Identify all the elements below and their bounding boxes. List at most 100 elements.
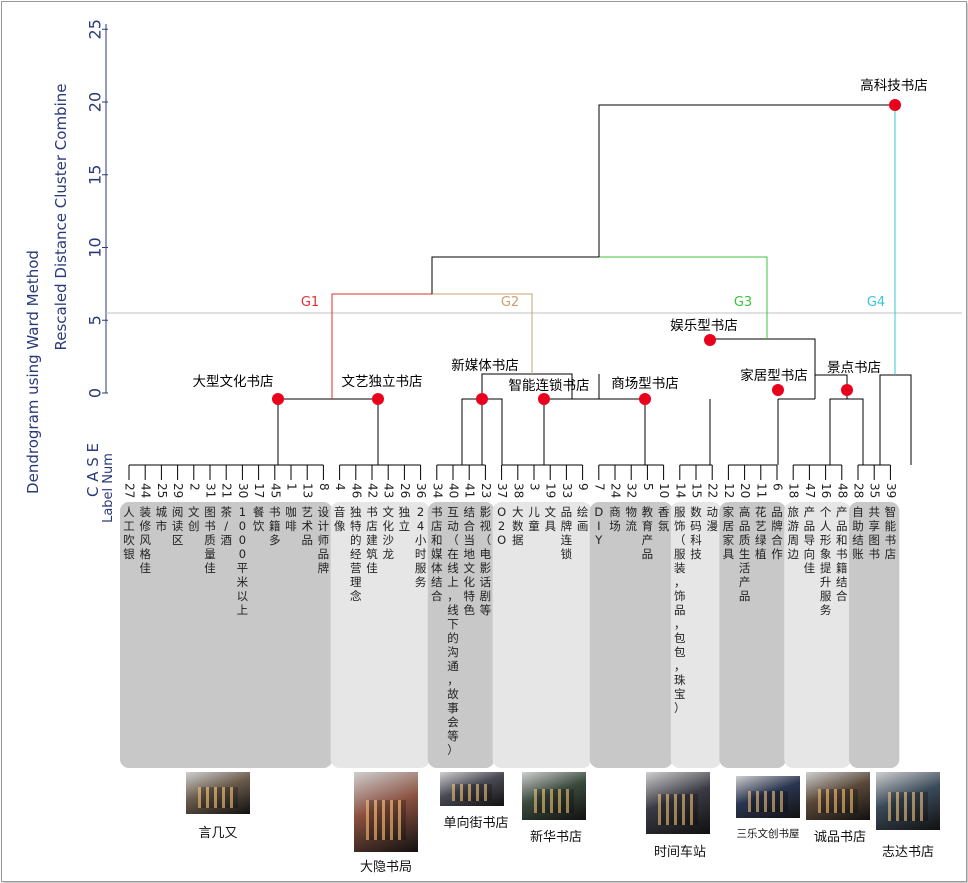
g4-subtree [879, 374, 912, 465]
leaf-number: 44 [139, 483, 153, 498]
cluster-name: 智能连锁书店 [509, 378, 590, 394]
photo-detail [533, 788, 575, 813]
leaf-number: 34 [430, 483, 444, 498]
leaf-number: 42 [366, 483, 380, 498]
leaf-label: 服饰（服装，饰品，包包，珠宝） [674, 505, 686, 715]
leaf-label: 阅读区 [172, 505, 184, 547]
cluster-name: 家居型书店 [740, 367, 808, 384]
leaf-label: 城市 [156, 505, 168, 533]
photo-detail [817, 788, 859, 813]
leaf-label: 智能书店 [885, 505, 897, 561]
leaf-label: 动漫 [706, 505, 718, 533]
case-label: C A S E [84, 443, 102, 497]
cluster-name: 商场型书店 [611, 376, 679, 392]
bookstore-photo [522, 772, 586, 820]
bookstore-photo [806, 772, 870, 820]
leaf-label: 品牌合作 [771, 505, 783, 561]
cluster-node-dot [772, 384, 784, 396]
photo-caption: 言几又 [198, 826, 238, 841]
leaf-number: 31 [204, 483, 218, 498]
photo-caption: 时间车站 [653, 845, 707, 860]
label-num: Label Num [101, 453, 116, 523]
leaf-label: 商场 [609, 505, 621, 533]
leaf-number: 36 [414, 483, 428, 498]
leaf-group-box [492, 502, 592, 768]
photo-detail [197, 786, 239, 808]
leaf-label: 书店建筑佳 [366, 505, 378, 575]
cluster-node-dot [538, 393, 550, 405]
leaf-number: 37 [495, 483, 509, 498]
leaf-number: 4 [333, 483, 347, 491]
cluster-name: 景点书店 [827, 360, 881, 376]
cluster-name: 大型文化书店 [193, 374, 274, 390]
leaf-number: 11 [754, 483, 768, 498]
leaf-group-box [719, 502, 786, 768]
cluster-node-dot [841, 384, 853, 396]
leaf-number: 14 [673, 483, 687, 498]
leaf-number: 6 [771, 483, 785, 491]
leaf-label: 书店和媒体结合 [431, 505, 443, 603]
group-label-g1: G1 [301, 295, 319, 310]
leaf-label: 花艺绿植 [755, 505, 767, 561]
leaf-label: 结合当地文化特色 [463, 505, 475, 617]
leaf-number: 27 [123, 483, 137, 498]
leaf-label: 文化沙龙 [382, 505, 394, 561]
g1-link [331, 293, 432, 399]
cluster-node-dot [639, 393, 651, 405]
photo-caption: 单向街书店 [443, 816, 509, 831]
photo-caption: 三乐文创书屋 [736, 828, 800, 840]
leaf-group-box [427, 502, 495, 768]
leaf-label: 自助结账 [852, 505, 864, 561]
y-tick-label: 15 [86, 165, 105, 185]
photo-caption: 诚品书店 [813, 830, 867, 845]
g3-inner2 [710, 338, 816, 399]
bookstore-photo [440, 772, 504, 806]
leaf-label: 独立 [399, 505, 411, 533]
leaf-label: 设计师品牌 [318, 505, 330, 575]
leaf-number: 21 [220, 483, 234, 498]
leaf-label: 教育产品 [642, 505, 654, 561]
leaf-label: 人工吹银 [123, 505, 135, 561]
leaf-number: 43 [382, 483, 396, 498]
leaf-number: 19 [544, 483, 558, 498]
leaf-label: 图书质量佳 [204, 505, 216, 575]
leaf-number: 24 [609, 483, 623, 498]
leaf-label: 茶/酒 [220, 505, 232, 547]
leaf-group-box [849, 502, 900, 768]
leaf-number: 18 [787, 483, 801, 498]
leaf-group-box [589, 502, 673, 768]
g12-link [431, 256, 599, 294]
leaf-label: 影视（电影话剧等 [480, 505, 492, 617]
leaf-number: 33 [560, 483, 574, 498]
leaf-label: 文创 [188, 505, 200, 533]
leaf-label: 高品质生活产品 [739, 505, 751, 603]
axis-title-line2: Rescaled Distance Cluster Combine [52, 84, 70, 351]
bookstore-photo [876, 772, 940, 830]
leaf-group-box [670, 502, 722, 768]
leaf-number: 5 [641, 483, 655, 491]
leaf-number: 10 [657, 483, 671, 498]
leaf-number: 47 [803, 483, 817, 498]
leaf-number: 26 [398, 483, 412, 498]
leaf-number: 48 [835, 483, 849, 498]
leaf-number: 25 [155, 483, 169, 498]
leaf-label: 个人形象提升服务 [820, 505, 832, 617]
bookstore-photo [186, 772, 250, 814]
leaf-label: 旅游周边 [787, 505, 799, 561]
cluster-name: 娱乐型书店 [670, 318, 738, 334]
y-tick-label: 25 [86, 19, 105, 39]
photo-detail [747, 790, 789, 812]
leaf-label: 产品和书籍结合 [836, 505, 848, 603]
group-label-g3: G3 [734, 295, 752, 310]
leaf-label: 互动（在线上，线下的沟通，故事会等） [447, 505, 459, 757]
bookstore-photo [354, 772, 418, 852]
y-tick-label: 20 [86, 92, 105, 112]
leaf-label: 数码科技 [690, 505, 702, 561]
leaf-number: 30 [236, 483, 250, 498]
leaf-label: 儿童 [528, 505, 540, 533]
photo-caption: 大隐书局 [359, 860, 413, 875]
leaf-number: 35 [868, 483, 882, 498]
g2-inner [481, 373, 573, 399]
